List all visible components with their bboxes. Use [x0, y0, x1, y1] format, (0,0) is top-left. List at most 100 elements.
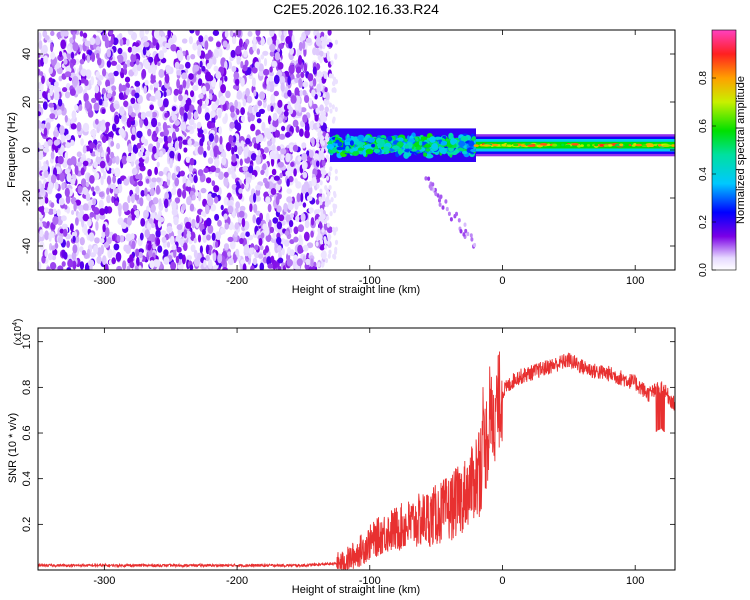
heatmap-noise-cell: [38, 206, 45, 213]
heatmap-noise-cell: [323, 218, 328, 225]
heatmap-noise-cell: [262, 50, 269, 56]
heatmap-noise-cell: [44, 35, 50, 41]
x-tick-label: 0: [499, 275, 505, 287]
heatmap-noise-cell: [88, 142, 96, 149]
heatmap-noise-cell: [284, 230, 290, 236]
heatmap-noise-cell: [328, 184, 332, 191]
snr-y-ticks: 0.2 0.4 0.6 0.8 1.0: [21, 334, 675, 532]
heatmap-noise-cell: [47, 174, 52, 182]
heatmap-noise-cell: [318, 220, 323, 231]
heatmap-noise-cell: [315, 236, 319, 242]
heatmap-noise-cell: [277, 117, 283, 124]
heatmap-noise-cell: [289, 239, 295, 245]
heatmap-noise-cell: [123, 67, 128, 76]
x-tick-label: -200: [226, 275, 248, 287]
heatmap-noise-cell: [276, 107, 283, 115]
heatmap-noise-cell: [92, 132, 96, 140]
heatmap-noise-cell: [183, 229, 188, 239]
heatmap-noise-cell: [97, 80, 102, 86]
heatmap-noise-cell: [293, 254, 298, 262]
heatmap-noise-cell: [53, 129, 60, 138]
heatmap-noise-cell: [139, 118, 143, 128]
heatmap-noise-cell: [87, 218, 92, 227]
heatmap-transition-cell: [349, 140, 354, 146]
heatmap-noise-cell: [171, 114, 177, 121]
heatmap-noise-cell: [295, 125, 300, 133]
heatmap-noise-cell: [38, 111, 41, 117]
heatmap-noise-cell: [219, 135, 223, 145]
heatmap-noise-cell: [252, 36, 257, 45]
heatmap-noise-cell: [41, 195, 45, 206]
heatmap-noise-cell: [79, 261, 85, 270]
heatmap-noise-cell: [255, 30, 261, 37]
heatmap-noise-cell: [258, 237, 263, 246]
heatmap-noise-cell: [205, 177, 212, 184]
heatmap-noise-cell: [85, 181, 90, 188]
heatmap-noise-cell: [325, 154, 329, 160]
heatmap-noise-cell: [309, 255, 315, 261]
heatmap-noise-cell: [199, 60, 203, 68]
heatmap-noise-cell: [165, 64, 171, 74]
heatmap-noise-cell: [204, 112, 210, 121]
heatmap-noise-cell: [157, 122, 161, 128]
heatmap-noise-cell: [174, 140, 179, 151]
heatmap-noise-cell: [283, 202, 288, 213]
heatmap-noise-cell: [96, 255, 102, 264]
heatmap-noise-cell: [39, 229, 44, 238]
heatmap-noise-cell: [188, 36, 193, 45]
heatmap-noise-cell: [50, 262, 57, 270]
heatmap-noise-cell: [40, 84, 44, 92]
heatmap-noise-cell: [171, 131, 177, 140]
heatmap-noise-cell: [81, 218, 85, 228]
heatmap-noise-cell: [211, 232, 216, 241]
heatmap-noise-cell: [316, 183, 320, 189]
heatmap-noise-cell: [310, 258, 314, 268]
heatmap-noise-cell: [198, 35, 204, 43]
heatmap-transition-cell: [336, 146, 344, 151]
heatmap-noise-cell: [300, 107, 307, 113]
heatmap-noise-cell: [130, 53, 137, 63]
colorbar-tick-label: 0.4: [698, 167, 709, 181]
heatmap-noise-cell: [312, 66, 317, 75]
heatmap-noise-cell: [323, 36, 327, 42]
heatmap-noise-cell: [142, 36, 146, 42]
heatmap-transition-cell: [363, 144, 372, 150]
heatmap-noise-cell: [236, 55, 242, 62]
heatmap-noise-cell: [143, 41, 150, 48]
heatmap-noise-cell: [50, 30, 55, 36]
heatmap-noise-cell: [103, 170, 107, 180]
heatmap-noise-cell: [167, 30, 172, 39]
heatmap-noise-cell: [294, 210, 298, 216]
heatmap-noise-cell: [155, 126, 159, 134]
x-tick-label: -300: [93, 575, 115, 587]
heatmap-noise-cell: [289, 249, 295, 257]
heatmap-noise-cell: [320, 207, 324, 214]
heatmap-noise-cell: [315, 241, 319, 247]
heatmap-noise-cell: [46, 221, 50, 227]
heatmap-noise-cell: [286, 178, 290, 187]
heatmap-noise-cell: [262, 101, 267, 109]
heatmap-noise-cell: [121, 155, 128, 165]
heatmap-noise-cell: [223, 213, 228, 220]
heatmap-noise-cell: [41, 44, 48, 55]
heatmap-noise-cell: [278, 133, 286, 140]
heatmap-transition-cell: [344, 142, 352, 146]
heatmap-noise-cell: [41, 124, 46, 129]
colorbar-tick-label: 0.0: [698, 263, 709, 277]
heatmap-noise-cell: [229, 30, 234, 37]
heatmap-noise-cell: [71, 110, 77, 120]
heatmap-noise-cell: [324, 87, 328, 93]
heatmap-noise-cell: [280, 148, 287, 155]
heatmap-noise-cell: [298, 77, 303, 88]
heatmap-signal-cell: [586, 144, 591, 147]
heatmap-noise-cell: [195, 30, 200, 36]
heatmap-transition-cell: [434, 191, 438, 197]
heatmap-noise-cell: [127, 195, 131, 204]
heatmap-transition-cell: [373, 148, 381, 153]
heatmap-noise-cell: [167, 142, 173, 149]
heatmap-transition-cell: [434, 136, 442, 140]
heatmap-noise-cell: [44, 230, 49, 241]
heatmap-noise-cell: [326, 50, 330, 56]
heatmap-noise-cell: [287, 104, 292, 110]
heatmap-noise-cell: [243, 50, 248, 58]
